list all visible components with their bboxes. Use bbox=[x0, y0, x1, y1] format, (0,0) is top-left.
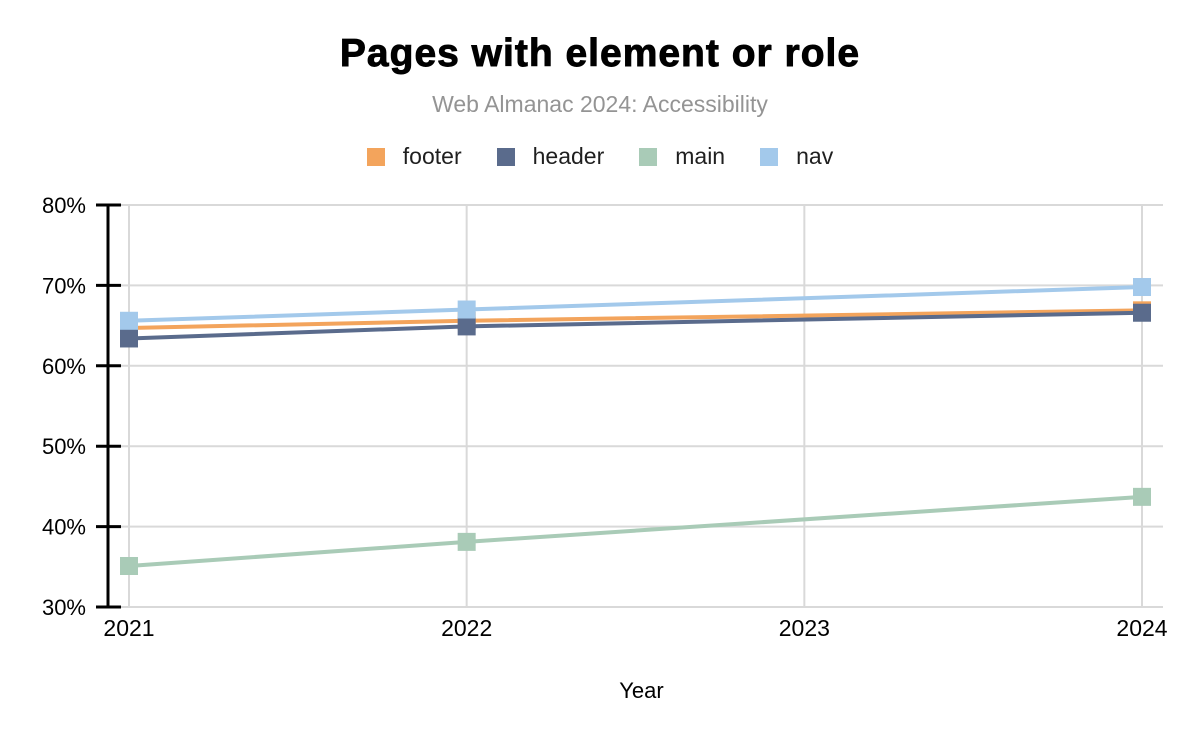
legend-swatch-footer bbox=[366, 147, 385, 166]
legend-item-main: main bbox=[639, 143, 725, 170]
chart-title: Pages with element or role bbox=[339, 32, 861, 76]
y-tick-label-50: 50% bbox=[42, 434, 86, 459]
legend-swatch-nav bbox=[760, 147, 779, 166]
legend-label-footer: footer bbox=[402, 143, 462, 169]
y-tick-label-70: 70% bbox=[42, 273, 86, 298]
x-tick-label-2024: 2024 bbox=[1116, 615, 1167, 641]
series-line-footer bbox=[128, 308, 1143, 331]
y-tick-label-40: 40% bbox=[42, 515, 86, 540]
x-tick-label-2022: 2022 bbox=[441, 615, 492, 641]
legend-item-nav: nav bbox=[760, 143, 833, 170]
legend-label-header: header bbox=[532, 143, 605, 169]
marker-nav-2024 bbox=[1133, 278, 1151, 297]
marker-nav-2021 bbox=[120, 311, 138, 330]
x-axis-title: Year bbox=[619, 678, 663, 703]
marker-header-2024 bbox=[1133, 303, 1151, 322]
x-tick-label-2023: 2023 bbox=[779, 615, 830, 641]
y-tick-label-80: 80% bbox=[42, 193, 86, 218]
legend-swatch-main bbox=[639, 147, 658, 166]
marker-main-2021 bbox=[120, 556, 138, 575]
series-line-main bbox=[128, 494, 1143, 568]
legend-item-header: header bbox=[496, 143, 605, 170]
y-tick-label-30: 30% bbox=[42, 595, 86, 620]
marker-main-2024 bbox=[1133, 487, 1151, 506]
y-tick-label-60: 60% bbox=[42, 354, 86, 379]
legend-item-footer: footer bbox=[366, 143, 462, 170]
legend-swatch-header bbox=[496, 147, 515, 166]
chart-legend: footer header main nav bbox=[0, 143, 1200, 170]
x-tick-label-2021: 2021 bbox=[103, 615, 154, 641]
marker-main-2022 bbox=[457, 532, 476, 551]
chart-subtitle: Web Almanac 2024: Accessibility bbox=[432, 91, 768, 117]
marker-header-2021 bbox=[120, 329, 138, 348]
legend-label-main: main bbox=[675, 143, 726, 169]
marker-nav-2022 bbox=[457, 300, 476, 319]
marker-header-2022 bbox=[457, 317, 476, 336]
legend-label-nav: nav bbox=[796, 143, 834, 169]
